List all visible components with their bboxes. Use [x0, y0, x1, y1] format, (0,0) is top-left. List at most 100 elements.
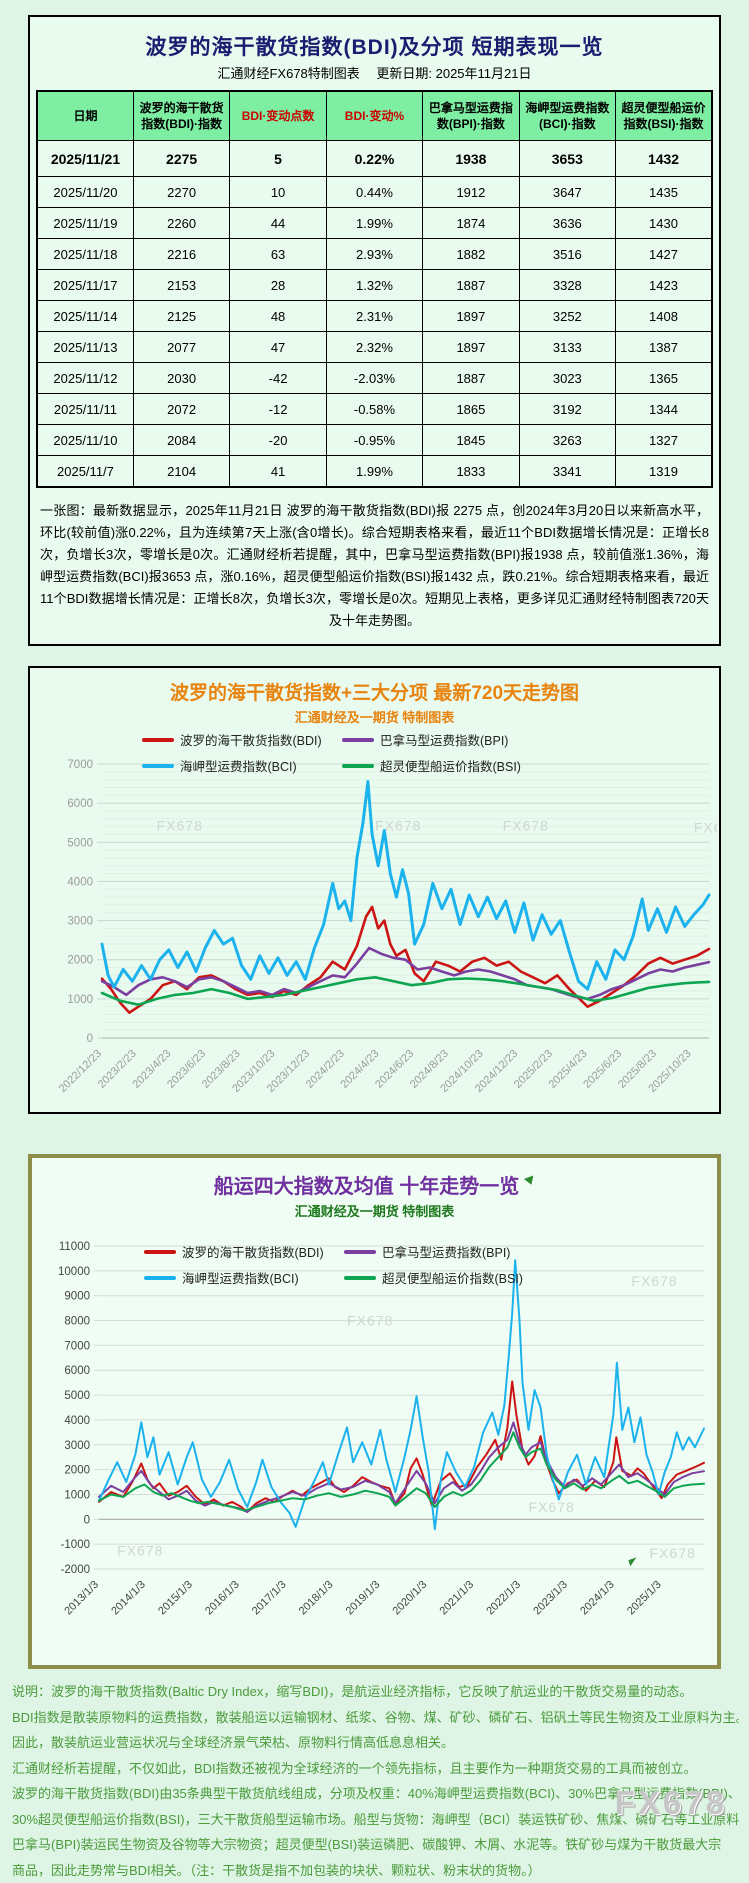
table-cell: 1938 — [423, 141, 519, 177]
y-axis-label: 5000 — [64, 1390, 90, 1402]
y-axis-label: 5000 — [67, 837, 93, 849]
footer-line: 说明：波罗的海干散货指数(Baltic Dry Index，缩写BDI)，是航运… — [12, 1679, 739, 1705]
chart-10y-panel: 船运四大指数及均值 十年走势一览 汇通财经及一期货 特制图表 波罗的海干散货指数… — [28, 1154, 721, 1669]
table-cell: 1912 — [423, 177, 519, 208]
y-axis-label: 1000 — [67, 994, 93, 1006]
footer-line: 因此，散装航运业营运状况与全球经济景气荣枯、原物料行情高低息息相关。 — [12, 1730, 739, 1756]
table-cell: 44 — [230, 208, 326, 239]
x-axis-label: 2014/1/3 — [109, 1579, 148, 1618]
x-axis-label: 2013/1/3 — [62, 1579, 101, 1618]
table-cell: 3192 — [519, 394, 615, 425]
x-axis-label: 2020/1/3 — [391, 1579, 430, 1618]
table-cell: 2270 — [133, 177, 229, 208]
legend-label: 波罗的海干散货指数(BDI) — [180, 730, 322, 749]
table-cell: 3636 — [519, 208, 615, 239]
x-axis-label: 2019/1/3 — [344, 1579, 383, 1618]
table-cell: 2025/11/14 — [37, 301, 133, 332]
legend-item: 巴拿马型运费指数(BPI) — [342, 730, 562, 749]
column-header: 日期 — [37, 91, 133, 141]
table-cell: 3133 — [519, 332, 615, 363]
table-cell: 2025/11/10 — [37, 425, 133, 456]
y-axis-label: 6000 — [64, 1365, 90, 1377]
x-axis-label: 2016/1/3 — [203, 1579, 242, 1618]
table-cell: 1408 — [616, 301, 712, 332]
chart-720-title: 波罗的海干散货指数+三大分项 最新720天走势图 — [32, 678, 717, 705]
legend-line-swatch — [144, 1250, 176, 1254]
table-cell: 1423 — [616, 270, 712, 301]
table-cell: 1845 — [423, 425, 519, 456]
table-cell: 1865 — [423, 394, 519, 425]
legend-label: 巴拿马型运费指数(BPI) — [382, 1242, 510, 1261]
chart-10y-legend: 波罗的海干散货指数(BDI)巴拿马型运费指数(BPI)海岬型运费指数(BCI)超… — [34, 1242, 715, 1287]
legend-label: 巴拿马型运费指数(BPI) — [380, 730, 508, 749]
legend-line-swatch — [344, 1250, 376, 1254]
legend-label: 海岬型运费指数(BCI) — [182, 1268, 299, 1287]
table-cell: 1387 — [616, 332, 712, 363]
legend-item: 海岬型运费指数(BCI) — [142, 756, 342, 775]
table-subtitle: 汇通财经FX678特制图表 更新日期: 2025年11月21日 — [36, 63, 713, 82]
table-cell: 2072 — [133, 394, 229, 425]
table-cell: 2025/11/7 — [37, 456, 133, 488]
fx678-chart-watermark: FX678 — [375, 818, 421, 834]
legend-item: 海岬型运费指数(BCI) — [144, 1268, 344, 1287]
chart-720-legend: 波罗的海干散货指数(BDI) 巴拿马型运费指数(BPI) 海岬型运费指数(BCI)超… — [32, 730, 717, 775]
x-axis-label: 2022/12/23 — [57, 1048, 104, 1095]
table-cell: 2025/11/20 — [37, 177, 133, 208]
table-cell: 1833 — [423, 456, 519, 488]
legend-line-swatch — [142, 738, 174, 742]
y-axis-label: 0 — [84, 1514, 90, 1526]
y-axis-label: 0 — [87, 1033, 93, 1045]
x-axis-label: 2025/1/3 — [625, 1579, 664, 1618]
table-cell: 0.44% — [326, 177, 422, 208]
table-cell: 2084 — [133, 425, 229, 456]
table-cell: 2025/11/17 — [37, 270, 133, 301]
y-axis-label: 3000 — [67, 916, 93, 928]
table-cell: 2216 — [133, 239, 229, 270]
table-cell: 5 — [230, 141, 326, 177]
table-cell: 47 — [230, 332, 326, 363]
table-cell: 1.99% — [326, 456, 422, 488]
y-axis-label: 2000 — [64, 1465, 90, 1477]
table-cell: 2.32% — [326, 332, 422, 363]
table-cell: 2153 — [133, 270, 229, 301]
table-cell: 2025/11/13 — [37, 332, 133, 363]
y-axis-label: 9000 — [64, 1291, 90, 1303]
fx678-chart-watermark: FX678 — [503, 818, 549, 834]
y-axis-label: 1000 — [64, 1489, 90, 1501]
chart-720-area: 波罗的海干散货指数(BDI)巴拿马型运费指数(BPI)海岬型运费指数(BCI)超… — [32, 756, 717, 1108]
fx678-chart-watermark: FX678 — [157, 818, 203, 834]
chart-10y-subtitle: 汇通财经及一期货 特制图表 — [34, 1201, 715, 1220]
legend-item: 波罗的海干散货指数(BDI) — [142, 730, 342, 749]
table-cell: 2.31% — [326, 301, 422, 332]
table-cell: 10 — [230, 177, 326, 208]
x-axis-label: 2022/1/3 — [484, 1579, 523, 1618]
table-cell: 1344 — [616, 394, 712, 425]
column-header: 海岬型运费指数 (BCI)·指数 — [519, 91, 615, 141]
page: 波罗的海干散货指数(BDI)及分项 短期表现一览 汇通财经FX678特制图表 更… — [0, 15, 749, 1883]
chart-10y-area: 波罗的海干散货指数(BDI)巴拿马型运费指数(BPI)海岬型运费指数(BCI)超… — [34, 1236, 715, 1661]
table-cell: 48 — [230, 301, 326, 332]
table-cell: 3252 — [519, 301, 615, 332]
legend-item: 巴拿马型运费指数(BPI) — [344, 1242, 564, 1261]
footer-line: 巴拿马(BPI)装运民生物资及谷物等大宗物资；超灵便型(BSI)装运磷肥、碳酸钾… — [12, 1832, 739, 1858]
table-cell: 1897 — [423, 332, 519, 363]
table-cell: -2.03% — [326, 363, 422, 394]
summary-note: 一张图：最新数据显示，2025年11月21日 波罗的海干散货指数(BDI)报 2… — [40, 500, 709, 632]
table-cell: 1435 — [616, 177, 712, 208]
legend-item: 波罗的海干散货指数(BDI) — [144, 1242, 344, 1261]
table-cell: 3328 — [519, 270, 615, 301]
table-cell: 1897 — [423, 301, 519, 332]
legend-item: 超灵便型船运价指数(BSI) — [342, 756, 562, 775]
table-cell: 2275 — [133, 141, 229, 177]
table-cell: 1319 — [616, 456, 712, 488]
table-cell: 2025/11/11 — [37, 394, 133, 425]
y-axis-label: -1000 — [61, 1539, 90, 1551]
